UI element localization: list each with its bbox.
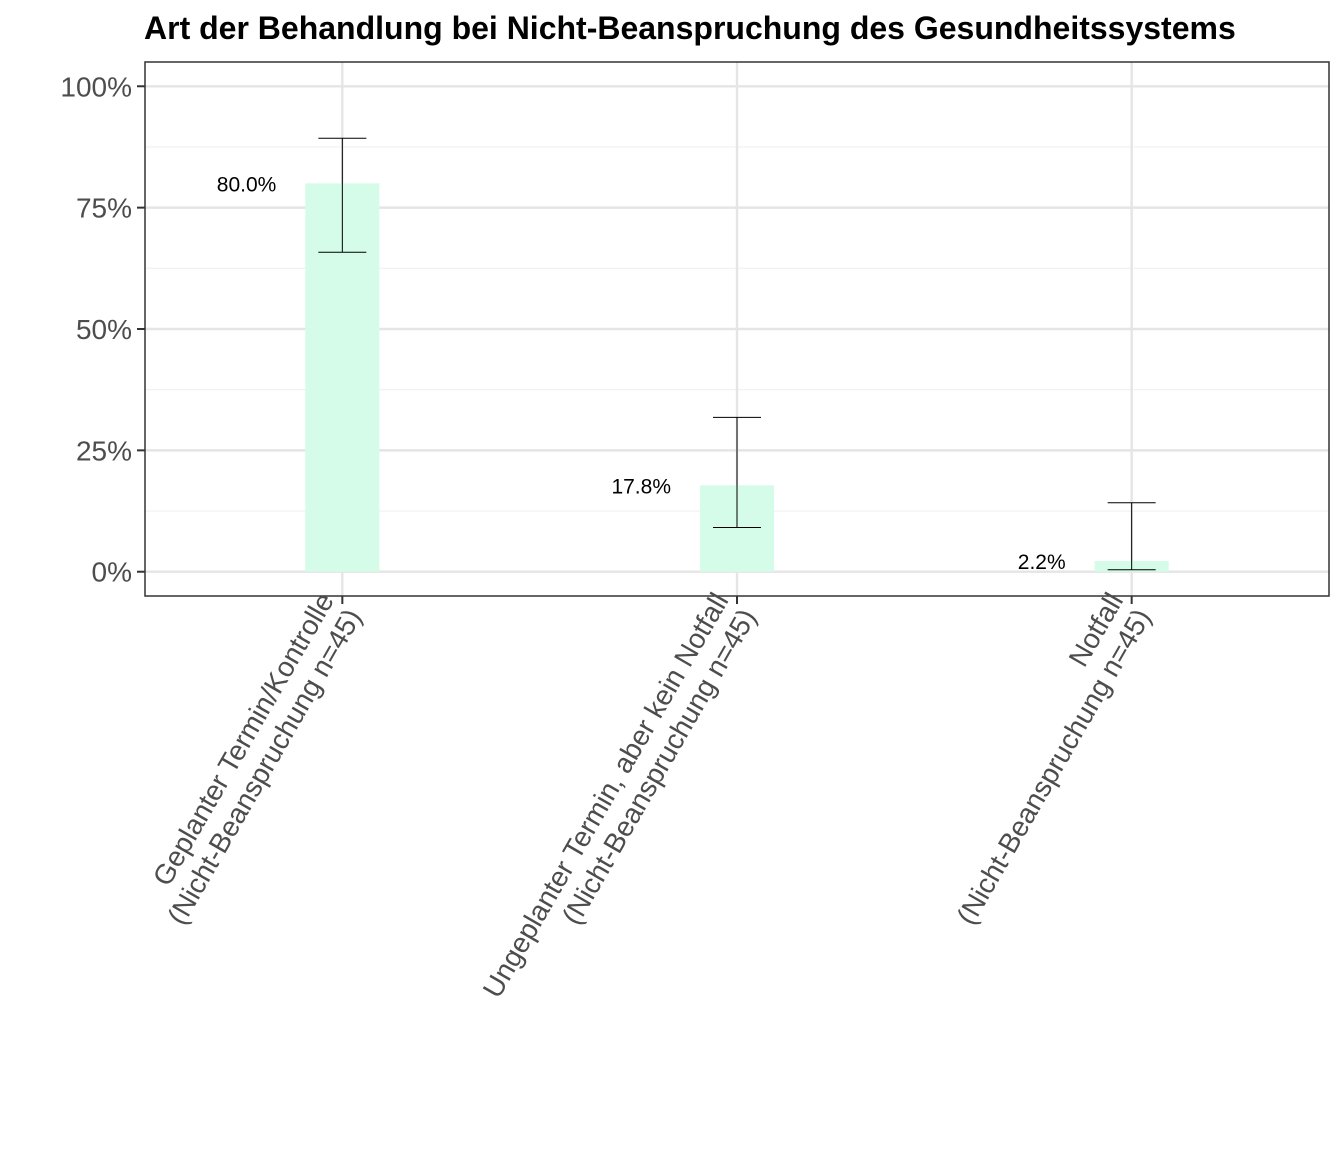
x-tick-label: Geplanter Termin/Kontrolle(Nicht-Beanspr…	[134, 588, 368, 930]
x-tick-label-line: (Nicht-Beanspruchung n=45)	[951, 604, 1157, 930]
x-tick-label-line: (Nicht-Beanspruchung n=45)	[161, 604, 367, 930]
y-axis: 0% 25% 50% 75% 100%	[60, 71, 145, 588]
x-tick-label: Notfall(Nicht-Beanspruchung n=45)	[923, 588, 1157, 930]
data-label: 17.8%	[611, 475, 671, 498]
y-tick-label: 0%	[92, 557, 132, 588]
x-tick-label-line: Geplanter Termin/Kontrolle	[147, 588, 340, 891]
y-tick-label: 75%	[76, 193, 132, 224]
data-label: 80.0%	[217, 173, 277, 196]
y-tick-label: 100%	[60, 71, 132, 102]
data-label: 2.2%	[1018, 551, 1066, 574]
y-tick-label: 25%	[76, 435, 132, 466]
data-labels: 80.0% 17.8% 2.2%	[217, 173, 1066, 574]
x-axis: Geplanter Termin/Kontrolle(Nicht-Beanspr…	[134, 588, 1157, 1019]
chart-title: Art der Behandlung bei Nicht-Beanspruchu…	[144, 10, 1236, 46]
error-bars	[318, 137, 1156, 571]
y-tick-label: 50%	[76, 314, 132, 345]
x-tick-label: Ungeplanter Termin, aber kein Notfall(Ni…	[477, 588, 762, 1019]
x-tick-label-line: (Nicht-Beanspruchung n=45)	[556, 604, 762, 930]
x-tick-label-line: Ungeplanter Termin, aber kein Notfall	[477, 588, 735, 1003]
